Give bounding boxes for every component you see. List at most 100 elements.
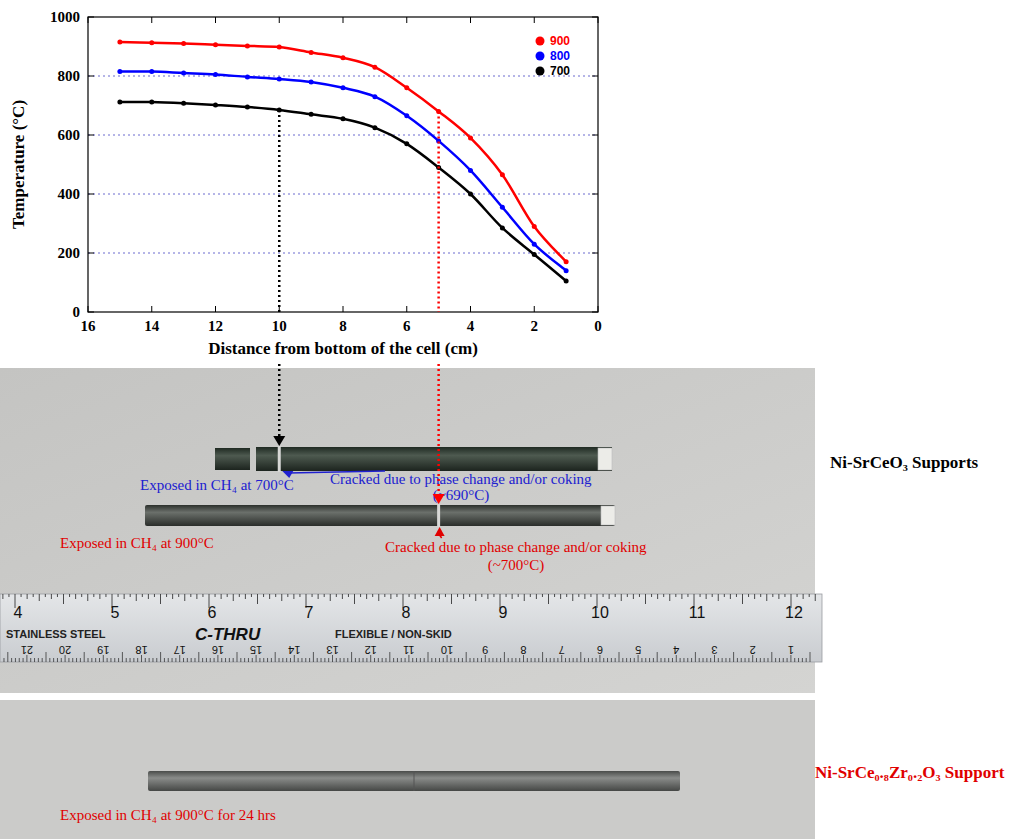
x-tick-label: 12 xyxy=(208,318,223,334)
ruler-tick xyxy=(279,658,280,662)
ruler-tick xyxy=(382,658,383,662)
ruler-tick xyxy=(178,594,179,597)
ruler-tick xyxy=(229,658,230,662)
ruler-tick xyxy=(626,658,627,662)
ruler-tick xyxy=(107,658,108,662)
metric-number: 10 xyxy=(441,644,453,656)
ruler-tick xyxy=(46,652,47,662)
sample: Exposed in CH₄ at 900°C for 24 hrs xyxy=(60,771,680,823)
ruler-tick xyxy=(706,594,707,599)
ruler-tick xyxy=(99,658,100,662)
ruler-tick xyxy=(756,658,757,662)
ruler-tick xyxy=(621,594,622,601)
sample: Exposed in CH₄ at 700°CCracked due to ph… xyxy=(140,446,612,504)
ruler-tick xyxy=(669,594,670,601)
ruler-tick xyxy=(508,658,509,662)
ruler-tick xyxy=(815,594,816,601)
ruler-tick xyxy=(11,658,12,662)
ruler-tick xyxy=(164,658,165,662)
ruler-tick xyxy=(802,658,803,662)
ruler-tick xyxy=(736,594,737,597)
ruler-tick xyxy=(126,658,127,662)
inch-number: 8 xyxy=(402,604,411,621)
series-line xyxy=(120,42,566,262)
ruler-tick xyxy=(451,594,452,604)
y-tick xyxy=(592,135,598,136)
ruler-tick xyxy=(384,594,385,597)
ruler-tick xyxy=(443,658,444,662)
ruler-tick xyxy=(538,658,539,662)
ruler-tick xyxy=(233,594,234,601)
y-tick-label: 600 xyxy=(58,127,81,143)
ruler-tick xyxy=(809,594,810,597)
ruler-tick xyxy=(634,658,635,662)
ruler-tick xyxy=(168,658,169,662)
ruler-tick xyxy=(584,658,585,662)
ruler-tick xyxy=(733,652,734,662)
sample-label: Exposed in CH₄ at 900°C for 24 hrs xyxy=(60,807,276,823)
series-point xyxy=(564,259,569,264)
ruler-tick xyxy=(542,652,543,662)
ruler-tick xyxy=(190,594,191,597)
ruler-tick xyxy=(156,658,157,662)
metric-number: 8 xyxy=(520,644,526,656)
ruler-tick xyxy=(271,658,272,662)
y-tick-label: 0 xyxy=(73,304,81,320)
inch-number: 6 xyxy=(208,604,217,621)
series-point xyxy=(213,42,218,47)
ruler-tick xyxy=(282,658,283,662)
series-point xyxy=(468,135,473,140)
series-point xyxy=(117,69,122,74)
legend: 900800700 xyxy=(536,34,571,78)
ruler-tick xyxy=(15,658,16,662)
ruler-tick xyxy=(512,658,513,662)
ruler-tick xyxy=(390,594,391,599)
sample-label: Exposed in CH₄ at 700°C xyxy=(140,477,294,493)
series-point xyxy=(532,242,537,247)
plot-frame xyxy=(88,17,598,312)
ruler-tick xyxy=(772,594,773,597)
ruler-tick xyxy=(590,594,591,597)
ruler-tick xyxy=(630,658,631,662)
ruler-tick xyxy=(500,658,501,662)
series-point xyxy=(149,40,154,45)
series-point xyxy=(213,102,218,107)
series-point xyxy=(404,141,409,146)
ruler-tick xyxy=(469,594,470,597)
ruler-tick xyxy=(305,658,306,662)
ruler-tick xyxy=(492,658,493,662)
inch-number: 11 xyxy=(689,604,706,621)
ruler-tick xyxy=(194,658,195,662)
sample-label: Exposed in CH₄ at 900°C xyxy=(60,535,214,551)
series-point xyxy=(341,85,346,90)
ruler-tick xyxy=(252,658,253,662)
ruler-tick xyxy=(572,594,573,601)
ruler-tick xyxy=(493,594,494,597)
ruler-tick xyxy=(7,652,8,662)
crack-label: Cracked due to phase change and/or cokin… xyxy=(385,539,647,555)
ruler-tick xyxy=(38,658,39,662)
ruler-tick xyxy=(196,594,197,599)
ruler-tick xyxy=(191,658,192,662)
ruler-tick xyxy=(372,594,373,597)
ruler-tick xyxy=(68,658,69,662)
ruler-tick xyxy=(269,594,270,599)
tube xyxy=(145,505,615,526)
dotted-arrow xyxy=(278,110,281,312)
ruler-tick xyxy=(363,658,364,662)
ruler-tick xyxy=(42,658,43,662)
ruler-tick xyxy=(75,594,76,599)
ruler-tick xyxy=(317,658,318,662)
ruler-tick xyxy=(321,658,322,662)
x-tick xyxy=(215,17,216,23)
x-tick-label: 4 xyxy=(467,318,475,334)
ruler-tick xyxy=(275,594,276,597)
ruler-tick xyxy=(797,594,798,597)
grid-line xyxy=(88,135,598,136)
x-tick-label: 16 xyxy=(81,318,97,334)
metric-number: 18 xyxy=(135,644,147,656)
ruler-text: STAINLESS STEEL xyxy=(6,628,106,640)
ruler-tick xyxy=(576,658,577,662)
metric-number: 11 xyxy=(403,644,414,656)
ruler-tick xyxy=(531,658,532,662)
